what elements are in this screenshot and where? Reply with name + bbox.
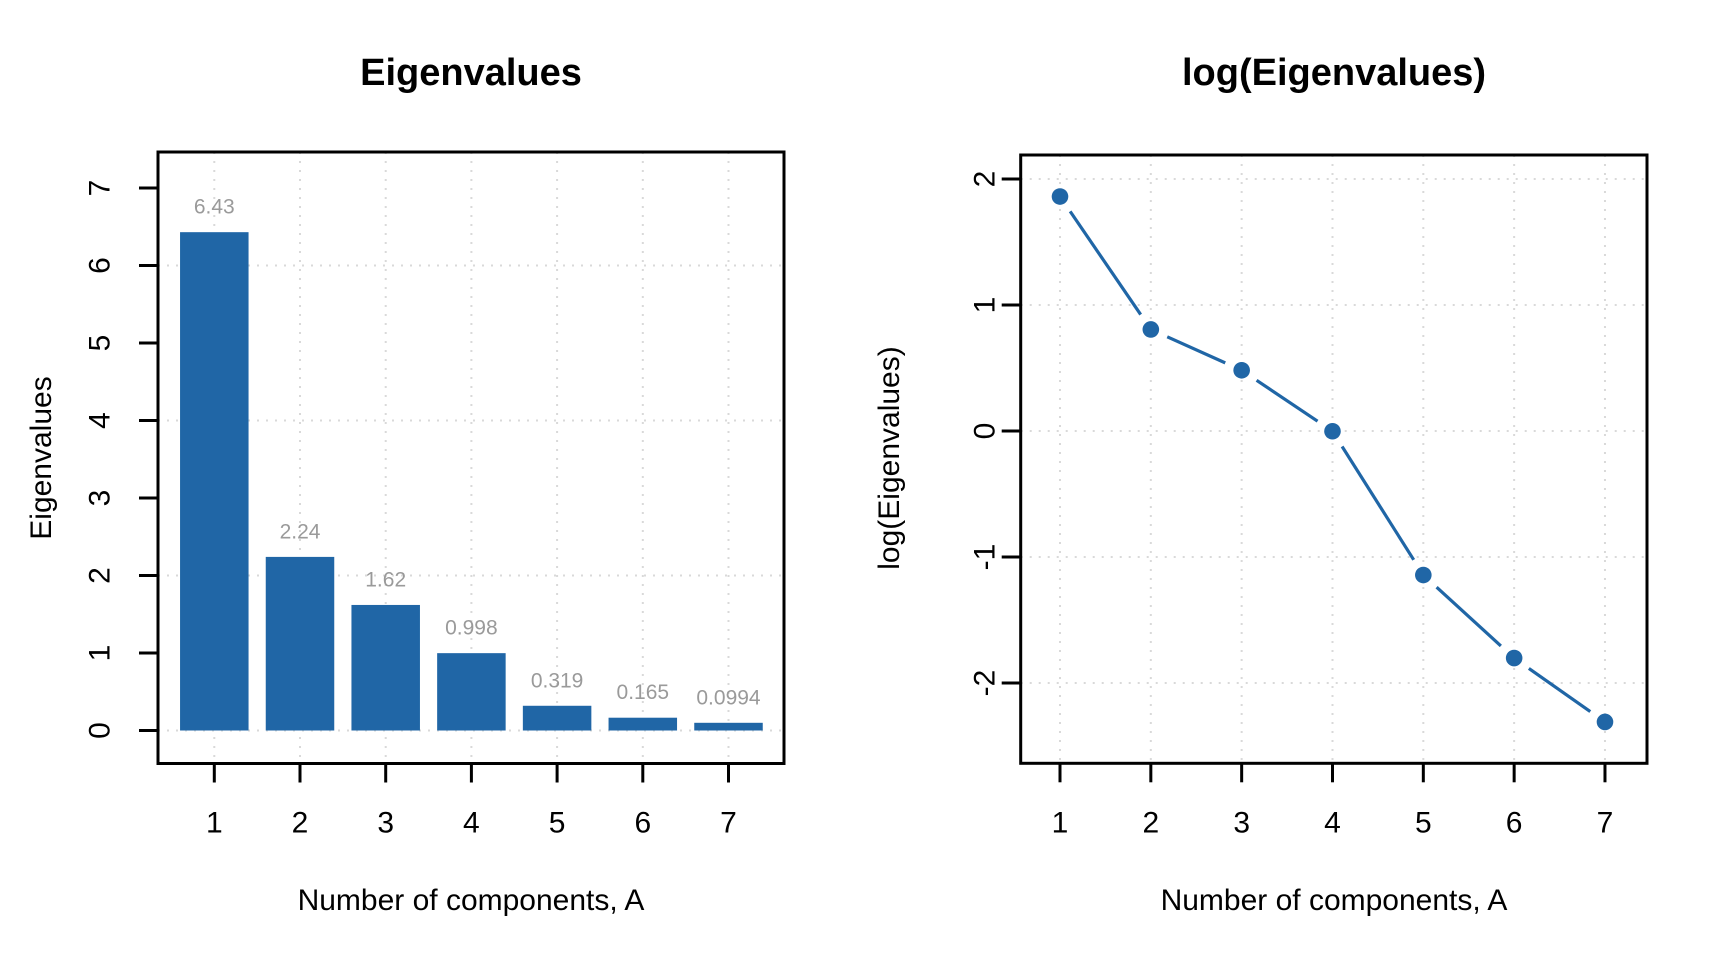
x-tick-label: 7 <box>720 807 737 840</box>
data-point <box>1233 361 1250 379</box>
left-y-axis-title: Eigenvalues <box>25 376 58 540</box>
bar <box>351 604 420 731</box>
x-tick-label: 4 <box>463 807 480 840</box>
right-y-axis-title: log(Eigenvalues) <box>873 346 906 570</box>
bar-value-label: 6.43 <box>194 196 235 219</box>
line-segment <box>1166 335 1226 365</box>
x-tick-label: 6 <box>634 807 651 840</box>
left-x-axis-title: Number of components, A <box>297 884 645 917</box>
y-tick-label: 7 <box>84 180 117 197</box>
data-point <box>1505 649 1523 667</box>
y-tick-label: 0 <box>969 423 1002 440</box>
bar-value-label: 0.319 <box>531 669 584 692</box>
right-chart: -2 -1 0 1 2 1 2 3 4 5 6 7 <box>969 153 1649 840</box>
bar-value-label: 0.165 <box>617 681 670 704</box>
y-tick-label: 4 <box>84 412 117 429</box>
bar-value-label: 2.24 <box>280 520 321 543</box>
line-segment <box>1068 210 1142 316</box>
x-tick-label: 6 <box>1506 807 1523 840</box>
y-tick-label: 1 <box>969 297 1002 314</box>
x-tick-label: 4 <box>1324 807 1341 840</box>
data-point <box>1415 566 1432 584</box>
bar-value-label: 0.998 <box>445 617 498 640</box>
right-x-axis-title: Number of components, A <box>1160 884 1508 917</box>
data-point <box>1596 713 1614 731</box>
left-chart-title: Eigenvalues <box>360 52 582 94</box>
y-tick-label: 0 <box>84 722 117 739</box>
y-tick-label: 5 <box>84 335 117 352</box>
x-tick-label: 5 <box>1415 807 1432 840</box>
data-point <box>1324 422 1341 440</box>
y-tick-label: 3 <box>84 490 117 507</box>
bar <box>694 722 763 731</box>
x-tick-label: 2 <box>292 807 309 840</box>
x-tick-label: 3 <box>377 807 394 840</box>
left-chart: 6.43 2.24 1.62 0.998 0.319 0.165 0.0994 0 1 2 3 4 5 6… <box>84 150 786 840</box>
x-tick-label: 1 <box>206 807 223 840</box>
y-tick-label: 2 <box>969 171 1002 188</box>
plot-box <box>1019 153 1649 765</box>
right-chart-title: log(Eigenvalues) <box>1181 52 1487 94</box>
bar-value-label: 0.0994 <box>696 686 761 709</box>
line-segment <box>1527 667 1592 713</box>
x-tick-label: 2 <box>1142 807 1159 840</box>
y-tick-label: -1 <box>969 544 1002 571</box>
y-tick-label: 6 <box>84 257 117 274</box>
line-segment <box>1435 585 1502 648</box>
y-tick-label: 2 <box>84 567 117 584</box>
y-tick-label: -2 <box>969 670 1002 697</box>
x-tick-label: 7 <box>1597 807 1614 840</box>
x-tick-label: 5 <box>549 807 566 840</box>
x-tick-label: 3 <box>1233 807 1250 840</box>
bar <box>265 556 335 731</box>
bar <box>522 705 592 731</box>
line-segment <box>1340 445 1416 561</box>
bar <box>180 232 249 731</box>
bar <box>437 653 506 731</box>
y-tick-label: 1 <box>84 645 117 662</box>
data-point <box>1142 321 1160 338</box>
bar <box>608 717 678 731</box>
x-tick-label: 1 <box>1052 807 1069 840</box>
bar-value-label: 1.62 <box>365 568 406 591</box>
data-point <box>1051 188 1069 205</box>
line-segment <box>1255 378 1319 423</box>
